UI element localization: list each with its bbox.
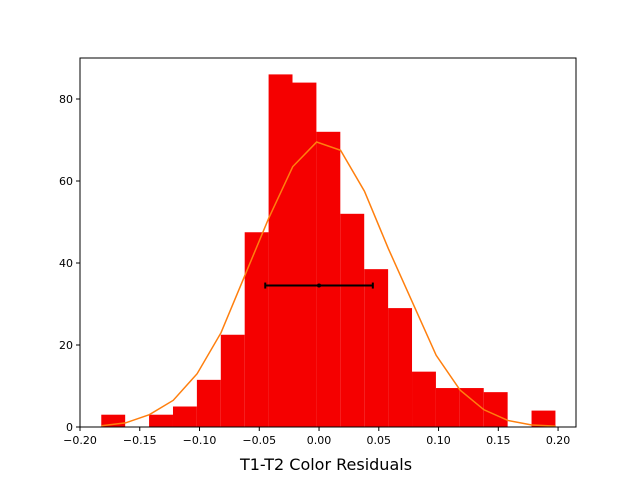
histogram-bar xyxy=(268,74,293,428)
histogram-bar xyxy=(149,414,173,427)
y-axis-ticks: 0 20 40 60 80 xyxy=(59,93,80,434)
histogram-bar xyxy=(531,410,556,427)
plot-frame xyxy=(79,57,577,428)
x-axis-label: T1-T2 Color Residuals xyxy=(239,455,412,474)
y-tick-label: 0 xyxy=(66,421,73,434)
fit-curve-layer xyxy=(101,141,556,427)
y-tick-label: 80 xyxy=(59,93,73,106)
histogram-bar xyxy=(292,82,317,427)
histogram-bar xyxy=(244,232,269,427)
histogram-bar xyxy=(364,269,389,427)
x-tick-label: −0.15 xyxy=(123,434,157,447)
x-tick-label: −0.10 xyxy=(183,434,217,447)
histogram-bar xyxy=(435,388,460,427)
y-tick-label: 20 xyxy=(59,339,73,352)
histogram-bar xyxy=(459,388,484,427)
errorbar-layer xyxy=(264,282,374,289)
histogram-bar xyxy=(196,379,221,427)
histogram-bar xyxy=(483,392,508,427)
y-tick-label: 40 xyxy=(59,257,73,270)
histogram-bar xyxy=(316,131,341,428)
y-tick-label: 60 xyxy=(59,175,73,188)
x-tick-label: 0.00 xyxy=(307,434,332,447)
x-tick-label: 0.10 xyxy=(426,434,451,447)
x-axis-ticks: −0.20 −0.15 −0.10 −0.05 0.00 0.05 0.10 0.15 0.20 xyxy=(63,427,570,447)
errorbar-center-point xyxy=(317,283,322,288)
fit-curve-line xyxy=(101,141,556,427)
histogram-bar xyxy=(388,308,413,427)
histogram-bar xyxy=(340,213,365,427)
x-tick-label: 0.05 xyxy=(367,434,392,447)
histogram-bar xyxy=(172,406,197,427)
x-tick-label: 0.15 xyxy=(486,434,511,447)
histogram-bars xyxy=(101,74,556,428)
x-tick-label: −0.20 xyxy=(63,434,97,447)
histogram-bar xyxy=(412,371,436,427)
x-tick-label: −0.05 xyxy=(242,434,276,447)
x-tick-label: 0.20 xyxy=(546,434,571,447)
histogram-bar xyxy=(220,334,245,427)
